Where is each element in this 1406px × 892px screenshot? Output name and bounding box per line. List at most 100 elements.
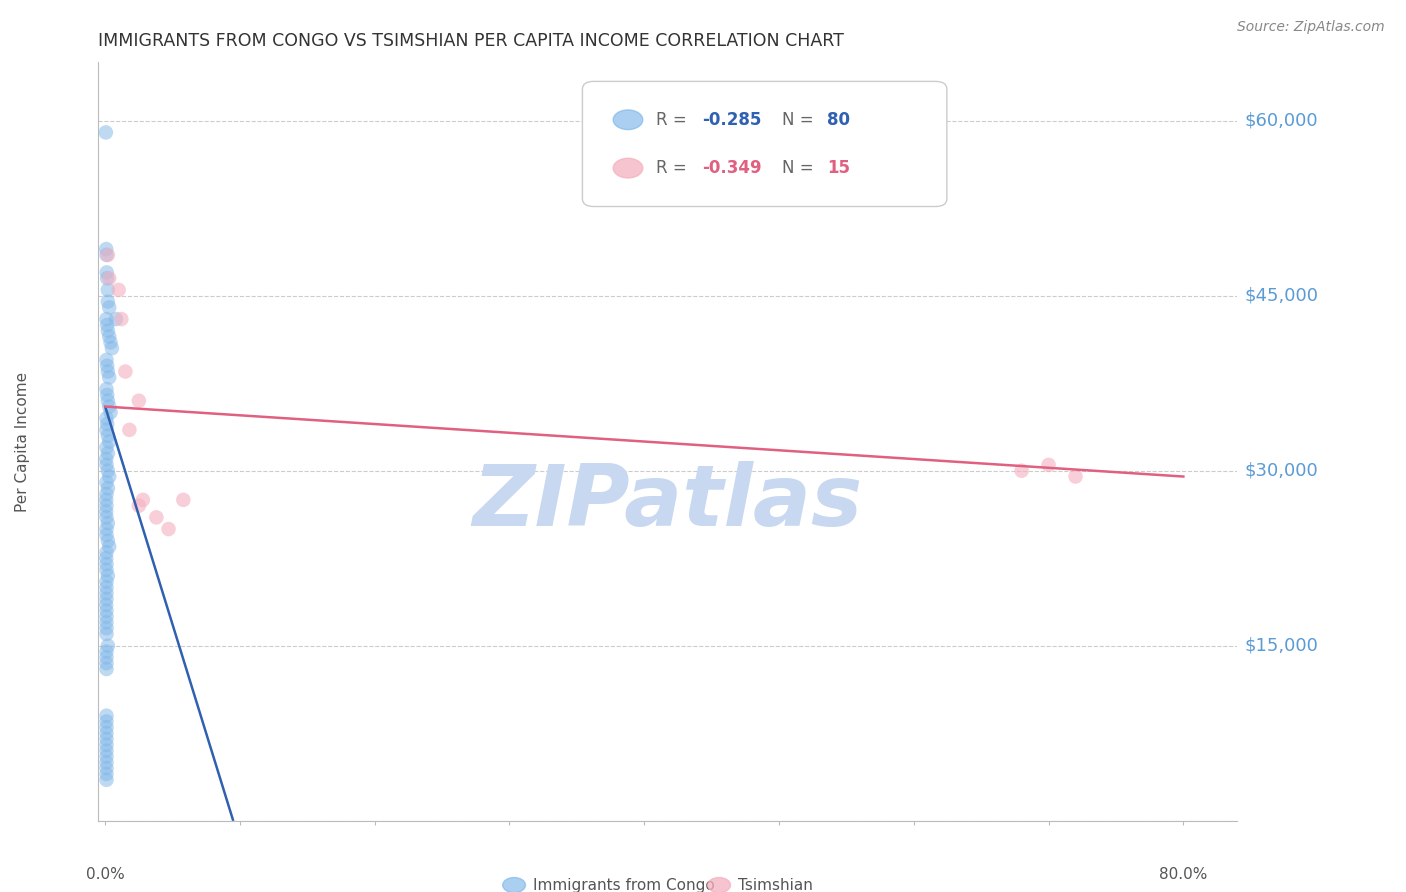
Point <box>96 545 118 559</box>
Point <box>97 283 120 297</box>
Text: 80.0%: 80.0% <box>1159 867 1208 882</box>
Point <box>97 294 120 309</box>
Point <box>96 522 118 536</box>
Text: Per Capita Income: Per Capita Income <box>15 371 30 512</box>
Point <box>96 417 118 431</box>
Point <box>101 341 124 355</box>
Text: Tsimshian: Tsimshian <box>738 878 813 892</box>
Point <box>100 335 122 350</box>
Text: 0.0%: 0.0% <box>86 867 125 882</box>
Point <box>172 492 194 507</box>
Point <box>96 504 118 518</box>
Point <box>132 492 155 507</box>
Point <box>96 411 118 425</box>
Circle shape <box>613 110 643 129</box>
Text: Immigrants from Congo: Immigrants from Congo <box>533 878 716 892</box>
Text: $30,000: $30,000 <box>1244 462 1317 480</box>
Point <box>110 312 132 326</box>
Point <box>97 533 120 548</box>
FancyBboxPatch shape <box>582 81 946 207</box>
Point <box>97 639 120 653</box>
Point <box>96 452 118 467</box>
Point <box>96 708 118 723</box>
Point <box>96 458 118 472</box>
Point <box>96 744 118 758</box>
Point <box>96 720 118 734</box>
Point <box>96 726 118 740</box>
Point <box>96 598 118 612</box>
Point <box>96 563 118 577</box>
Point <box>96 627 118 641</box>
Point <box>128 499 150 513</box>
Point <box>145 510 167 524</box>
Point <box>1064 469 1087 483</box>
Point <box>96 574 118 589</box>
Point <box>97 464 120 478</box>
Point <box>96 352 118 367</box>
Text: -0.349: -0.349 <box>702 159 762 178</box>
Point <box>96 586 118 600</box>
Text: $15,000: $15,000 <box>1244 637 1317 655</box>
Text: ZIPatlas: ZIPatlas <box>472 460 863 544</box>
Point <box>97 365 120 379</box>
Point <box>96 662 118 676</box>
Point <box>97 324 120 338</box>
Text: $45,000: $45,000 <box>1244 286 1317 305</box>
Point <box>96 650 118 665</box>
Text: Source: ZipAtlas.com: Source: ZipAtlas.com <box>1237 21 1385 34</box>
Point <box>96 580 118 594</box>
Point <box>98 370 121 384</box>
Point <box>96 749 118 764</box>
Point <box>96 557 118 571</box>
Point <box>1011 464 1033 478</box>
Point <box>107 283 129 297</box>
Point <box>96 604 118 618</box>
Point <box>96 248 118 262</box>
Point <box>97 248 120 262</box>
Point <box>97 481 120 495</box>
Point <box>96 528 118 542</box>
Text: IMMIGRANTS FROM CONGO VS TSIMSHIAN PER CAPITA INCOME CORRELATION CHART: IMMIGRANTS FROM CONGO VS TSIMSHIAN PER C… <box>98 32 844 50</box>
Point <box>97 446 120 460</box>
Point <box>98 469 121 483</box>
Point <box>98 400 121 414</box>
Point <box>97 393 120 408</box>
Point <box>96 772 118 787</box>
Point <box>96 312 118 326</box>
Point <box>98 434 121 449</box>
Point <box>96 382 118 396</box>
Point <box>96 475 118 490</box>
Text: N =: N = <box>782 111 818 128</box>
Text: R =: R = <box>657 159 693 178</box>
Point <box>96 359 118 373</box>
Point <box>96 510 118 524</box>
Point <box>104 312 127 326</box>
Text: R =: R = <box>657 111 693 128</box>
Point <box>94 125 117 139</box>
Point <box>96 441 118 455</box>
Point <box>98 540 121 554</box>
Point <box>96 592 118 607</box>
Point <box>96 644 118 658</box>
Text: -0.285: -0.285 <box>702 111 762 128</box>
Text: 80: 80 <box>827 111 851 128</box>
Point <box>96 271 118 285</box>
Point <box>96 656 118 670</box>
Point <box>97 428 120 442</box>
Point <box>96 761 118 775</box>
Point <box>98 329 121 343</box>
Text: $60,000: $60,000 <box>1244 112 1317 129</box>
Point <box>96 621 118 635</box>
Point <box>114 365 136 379</box>
Point <box>96 551 118 566</box>
Point <box>96 756 118 770</box>
Text: 15: 15 <box>827 159 851 178</box>
Point <box>97 516 120 531</box>
Point <box>96 492 118 507</box>
Point <box>96 242 118 256</box>
Point <box>96 731 118 746</box>
Point <box>96 615 118 630</box>
Point <box>96 423 118 437</box>
Point <box>96 499 118 513</box>
Point <box>96 318 118 332</box>
